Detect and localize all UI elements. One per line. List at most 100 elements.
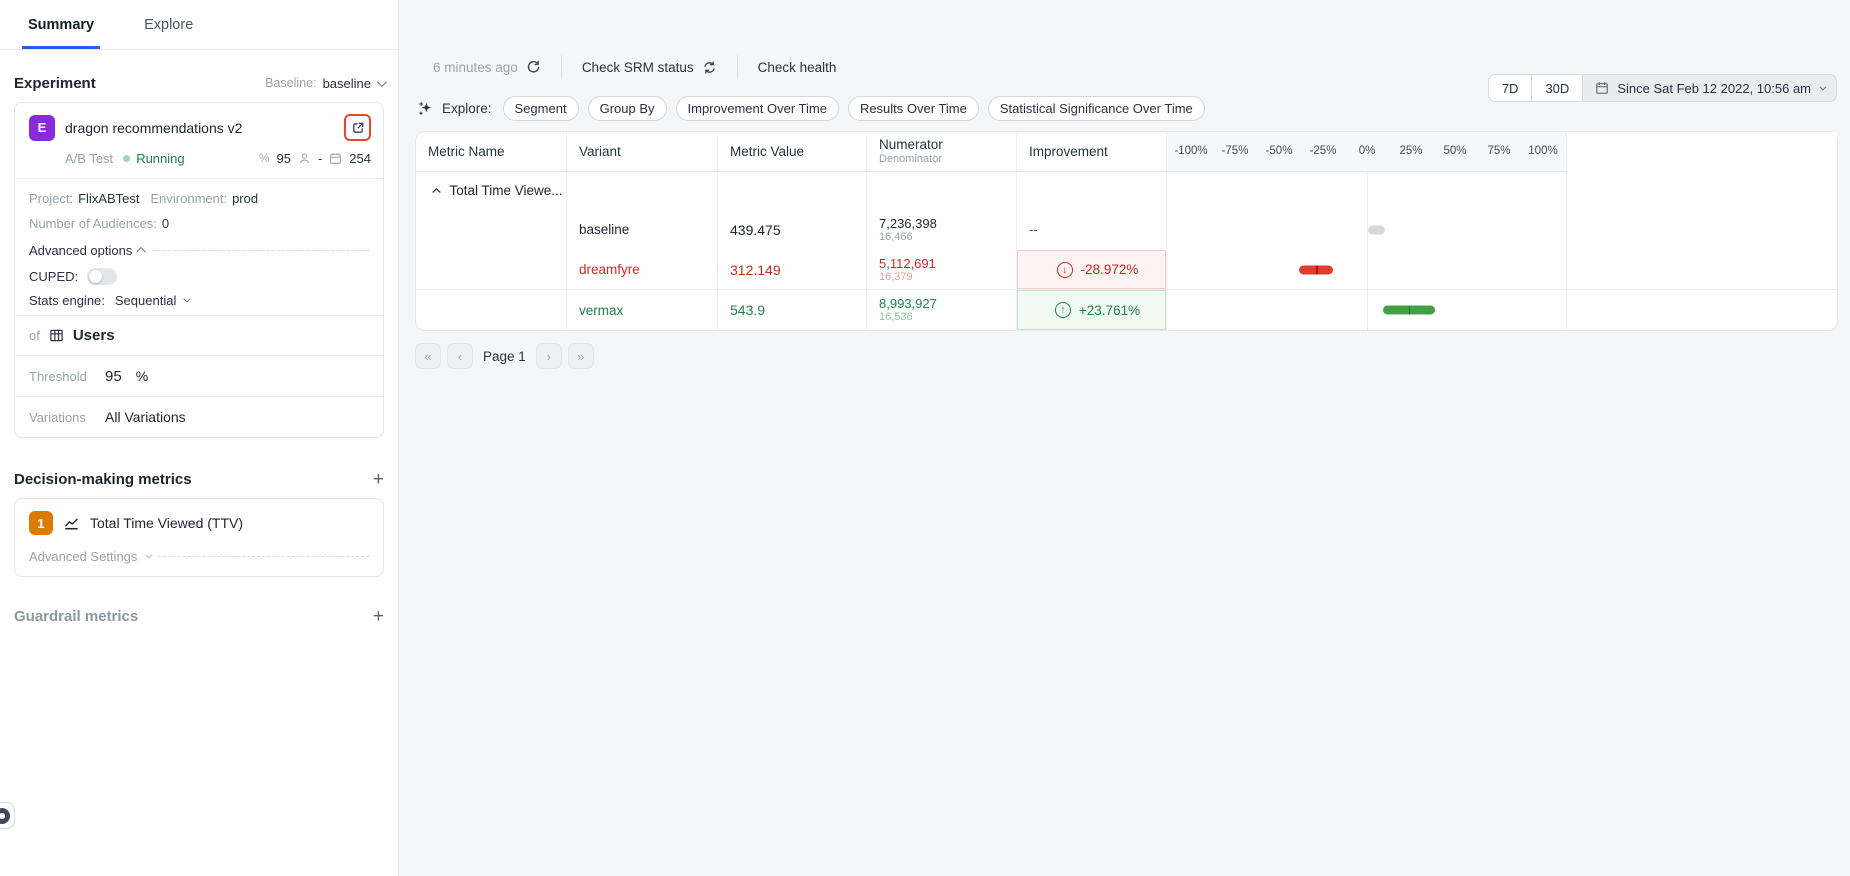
audiences-label: Number of Audiences: — [29, 216, 157, 231]
dashed-rule — [158, 556, 369, 557]
pill-segment[interactable]: Segment — [502, 95, 579, 121]
axis-tick: -25% — [1309, 145, 1337, 158]
metric-value: 543.9 — [730, 302, 766, 319]
main-panel: 6 minutes ago Check SRM status Check hea… — [399, 0, 1850, 876]
chevron-down-icon — [376, 76, 387, 87]
environment-label: Environment: — [150, 191, 228, 206]
chart-axis: -100% -75% -50% -25% 0% 25% 50% 75% 100% — [1167, 132, 1567, 172]
pill-improvement-over-time[interactable]: Improvement Over Time — [675, 95, 839, 121]
tab-explore[interactable]: Explore — [144, 16, 194, 33]
metric-name: Total Time Viewed (TTV) — [90, 515, 244, 531]
col-metric-name: Metric Name — [416, 132, 567, 172]
pagination: « ‹ Page 1 › » — [415, 343, 594, 369]
numerator-value: 8,993,927 — [879, 296, 937, 312]
col-numerator-denominator: Numerator Denominator — [867, 132, 1017, 172]
baseline-selector[interactable]: Baseline: baseline — [265, 76, 387, 91]
metric-group-row: Total Time Viewe... — [416, 171, 1837, 210]
metric-group-toggle[interactable]: Total Time Viewe... — [416, 171, 567, 210]
circle-arrow-down-icon: ↓ — [1056, 261, 1073, 278]
col-denominator-label: Denominator — [879, 153, 942, 166]
open-experiment-button[interactable] — [344, 114, 371, 141]
stats-engine-label: Stats engine: — [29, 292, 105, 308]
confidence-bar-cell — [1167, 290, 1567, 330]
advanced-options-toggle[interactable]: Advanced options — [29, 238, 369, 263]
confidence-bar-cell — [1167, 249, 1567, 291]
axis-tick: 50% — [1443, 145, 1467, 158]
tab-summary[interactable]: Summary — [21, 0, 101, 49]
date-range-button[interactable]: Since Sat Feb 12 2022, 10:56 am — [1583, 75, 1836, 101]
experiment-name: dragon recommendations v2 — [65, 119, 243, 136]
header-spacer — [1567, 132, 1837, 172]
divider — [560, 55, 562, 79]
variant-name: baseline — [579, 222, 630, 238]
pill-results-over-time[interactable]: Results Over Time — [847, 95, 979, 121]
date-range-control: 7D 30D Since Sat Feb 12 2022, 10:56 am — [1487, 74, 1837, 102]
col-numerator-label: Numerator — [879, 137, 943, 153]
point-estimate-marker — [1316, 265, 1318, 275]
unit-type-row[interactable]: of Users — [15, 315, 383, 355]
grid-icon — [49, 328, 64, 343]
add-guardrail-metric-button[interactable]: + — [372, 605, 384, 627]
experiment-avatar: E — [29, 114, 55, 141]
last-page-button[interactable]: » — [567, 343, 594, 369]
check-srm-text: Check SRM status — [581, 59, 694, 75]
axis-tick: 25% — [1399, 145, 1423, 158]
sparkle-icon — [418, 101, 433, 116]
dashed-rule — [153, 250, 369, 251]
status-bar: 6 minutes ago Check SRM status Check hea… — [433, 53, 836, 81]
range-7d-button[interactable]: 7D — [1488, 75, 1533, 101]
help-icon — [0, 807, 10, 824]
variations-label: Variations — [29, 409, 86, 425]
page-label: Page 1 — [483, 348, 526, 364]
cuped-toggle[interactable] — [87, 267, 118, 285]
col-variant: Variant — [567, 132, 718, 172]
calendar-icon — [1595, 81, 1609, 95]
add-decision-metric-button[interactable]: + — [372, 468, 384, 490]
help-widget-button[interactable] — [0, 802, 15, 829]
improvement-value: +23.761% — [1078, 302, 1141, 318]
next-page-button[interactable]: › — [535, 343, 562, 369]
prev-page-button[interactable]: ‹ — [447, 343, 473, 369]
pill-group-by[interactable]: Group By — [587, 95, 667, 121]
baseline-label: Baseline: — [265, 76, 317, 90]
last-updated[interactable]: 6 minutes ago — [433, 60, 541, 75]
refresh-icon[interactable] — [526, 60, 541, 75]
confidence-interval-bar — [1299, 265, 1333, 275]
axis-tick: 75% — [1487, 145, 1511, 158]
days-stat: 254 — [349, 150, 371, 166]
metric-item[interactable]: 1 Total Time Viewed (TTV) — [29, 511, 369, 535]
users-stat: - — [317, 150, 323, 166]
chevron-up-icon — [136, 246, 147, 257]
divider — [736, 55, 738, 79]
pill-statistical-significance[interactable]: Statistical Significance Over Time — [987, 95, 1205, 121]
denominator-value: 16,466 — [879, 230, 913, 243]
date-range-text: Since Sat Feb 12 2022, 10:56 am — [1617, 80, 1811, 96]
stats-engine-select[interactable]: Sequential — [115, 293, 191, 308]
improvement-value: -28.972% — [1080, 262, 1139, 278]
denominator-value: 16,536 — [879, 311, 913, 324]
variations-value[interactable]: All Variations — [105, 409, 186, 425]
table-row-vermax: vermax 543.9 8,993,927 16,536 ↑ +23.761% — [416, 290, 1837, 330]
decision-metrics-title: Decision-making metrics — [14, 470, 192, 488]
experiment-card: E dragon recommendations v2 A/B Test Run… — [14, 102, 384, 438]
confidence-bar-cell — [1167, 209, 1567, 250]
numerator-value: 7,236,398 — [879, 215, 937, 231]
first-page-button[interactable]: « — [415, 343, 441, 369]
check-srm-status-button[interactable]: Check SRM status — [582, 60, 717, 75]
project-label: Project: — [29, 191, 74, 206]
col-improvement: Improvement — [1017, 132, 1167, 172]
check-health-button[interactable]: Check health — [758, 60, 837, 75]
threshold-input[interactable]: 95 — [105, 367, 122, 385]
chevron-down-icon — [145, 551, 153, 559]
denominator-value: 16,379 — [879, 270, 913, 283]
sync-icon — [702, 60, 717, 75]
axis-tick: 100% — [1528, 145, 1558, 158]
table-row-dreamfyre: dreamfyre 312.149 5,112,691 16,379 ↓ -28… — [416, 249, 1837, 291]
advanced-settings-toggle[interactable]: Advanced Settings — [29, 549, 369, 564]
left-sidebar: Summary Explore Experiment Baseline: bas… — [0, 0, 399, 876]
metric-rank-badge: 1 — [29, 511, 53, 535]
advanced-options-label: Advanced options — [29, 243, 133, 258]
point-estimate-marker — [1408, 305, 1411, 315]
range-30d-button[interactable]: 30D — [1532, 75, 1584, 101]
improvement-value: -- — [1029, 222, 1038, 238]
